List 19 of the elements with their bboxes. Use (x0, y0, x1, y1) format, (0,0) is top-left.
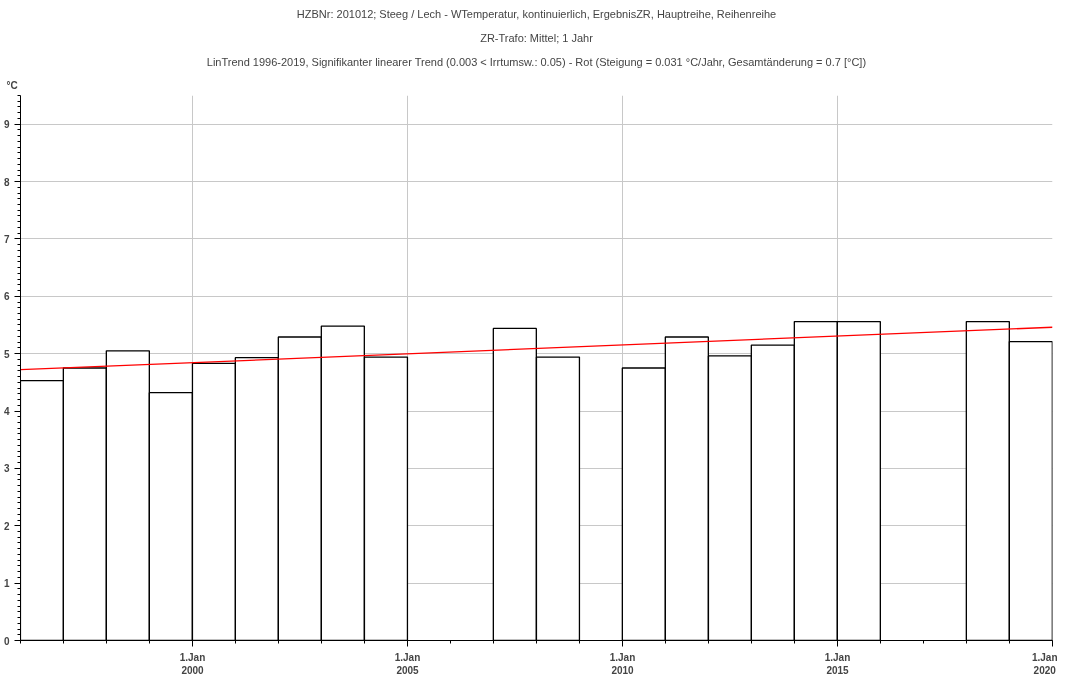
y-tick-label: 4 (3, 406, 10, 418)
y-axis-title: °C (6, 79, 18, 91)
x-tick-label: 1.Jan 2010 (609, 651, 636, 676)
y-tick-label: 0 (3, 635, 10, 647)
text: LinTrend 1996-2019, Signifikanter linearer Trend (0.003 < Irrtumsw.: 0.05) - Rot (Steigung = 0.031 °C/Jahr, Gesamtänderung = 0.7 [°C]) (206, 55, 867, 68)
y-tick-label: 2 (3, 520, 10, 532)
x-tick-label: 1.Jan 2015 (824, 651, 851, 676)
y-tick-label: 9 (3, 119, 10, 131)
y-tick-label: 3 (3, 463, 10, 475)
y-tick-label: 7 (3, 233, 10, 245)
y-tick-label: 6 (3, 291, 10, 303)
y-tick-label: 8 (3, 176, 10, 188)
x-tick-label: 1.Jan 2005 (394, 651, 421, 676)
chart-subtitle: ZR-Trafo: Mittel; 1 Jahr (480, 31, 594, 44)
x-tick-label: 1.Jan 2020 (1031, 651, 1058, 676)
x-tick-label: 1.Jan 2000 (179, 651, 206, 676)
y-tick-label: 1 (3, 578, 10, 590)
chart-title: HZBNr: 201012; Steeg / Lech - WTemperatur, kontinuierlich, ErgebnisZR, Hauptreihe, Reihenreihe (296, 7, 777, 20)
y-tick-label: 5 (3, 348, 10, 360)
